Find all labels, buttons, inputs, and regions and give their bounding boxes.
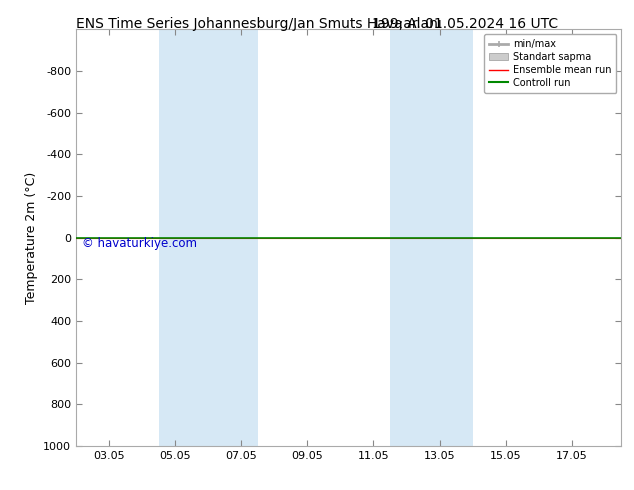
Bar (208, 29, 258, 446)
Legend: min/max, Standart sapma, Ensemble mean run, Controll run: min/max, Standart sapma, Ensemble mean r… (484, 34, 616, 93)
Bar (423, 29, 472, 446)
Text: © havaturkiye.com: © havaturkiye.com (82, 237, 197, 250)
Text: ENS Time Series Johannesburg/Jan Smuts Hava Alanı: ENS Time Series Johannesburg/Jan Smuts H… (76, 17, 442, 31)
Text: 199;ar. 01.05.2024 16 UTC: 199;ar. 01.05.2024 16 UTC (372, 17, 558, 31)
Bar (390, 29, 423, 446)
Y-axis label: Temperature 2m (°C): Temperature 2m (°C) (25, 172, 37, 304)
Bar (158, 29, 208, 446)
